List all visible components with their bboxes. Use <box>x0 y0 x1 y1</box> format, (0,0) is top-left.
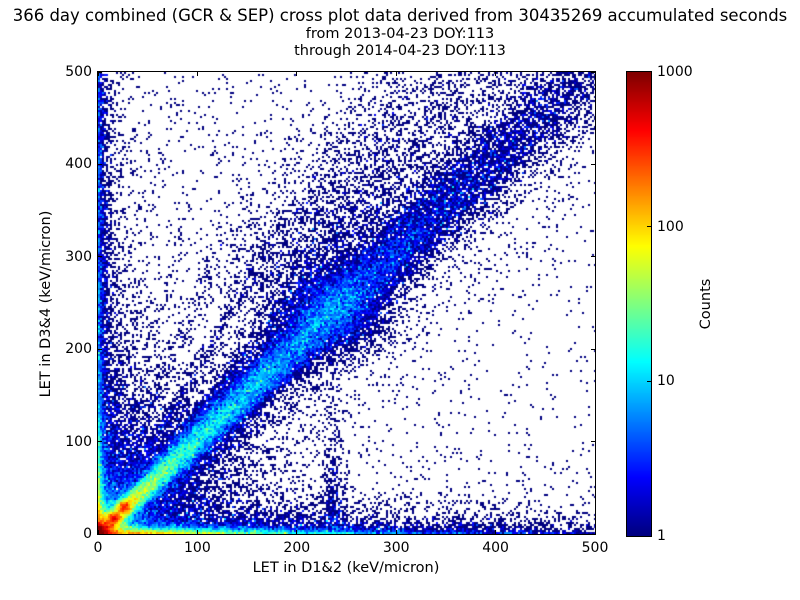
x-tick-label-300: 300 <box>382 540 410 556</box>
colorbar-tick-mark-10 <box>647 380 651 382</box>
chart-subtitle-from: from 2013-04-23 DOY:113 <box>305 26 495 42</box>
y-tick-label-300: 300 <box>65 248 92 265</box>
scatter-canvas <box>98 72 595 534</box>
colorbar-canvas <box>627 72 651 536</box>
x-tick-label-0: 0 <box>93 540 103 556</box>
x-tick-mark-top <box>196 72 198 76</box>
x-tick-mark-bottom <box>296 530 298 534</box>
y-tick-mark-right <box>591 533 595 535</box>
y-tick-mark-right <box>591 256 595 258</box>
colorbar <box>626 71 652 537</box>
y-tick-label-0: 0 <box>83 526 92 542</box>
colorbar-tick-mark-100 <box>647 226 651 228</box>
y-axis-label: LET in D3&4 (keV/micron) <box>38 210 54 398</box>
x-tick-mark-bottom <box>97 530 99 534</box>
chart-subtitle-through: through 2014-04-23 DOY:113 <box>294 43 506 59</box>
x-tick-mark-bottom <box>196 530 198 534</box>
y-tick-mark-left <box>98 441 102 443</box>
x-tick-mark-bottom <box>395 530 397 534</box>
y-tick-mark-right <box>591 71 595 73</box>
x-tick-label-100: 100 <box>184 540 211 556</box>
x-tick-mark-top <box>495 72 497 76</box>
x-tick-mark-top <box>594 72 596 76</box>
y-tick-mark-right <box>591 163 595 165</box>
y-tick-label-500: 500 <box>65 64 92 80</box>
x-tick-label-400: 400 <box>482 540 509 556</box>
y-tick-label-200: 200 <box>65 341 92 358</box>
colorbar-tick-label-1: 1 <box>657 528 666 544</box>
y-tick-mark-left <box>98 348 102 350</box>
colorbar-tick-label-10: 10 <box>657 373 675 390</box>
y-tick-mark-left <box>98 71 102 73</box>
x-tick-label-500: 500 <box>581 540 609 556</box>
x-tick-mark-bottom <box>495 530 497 534</box>
colorbar-tick-label-1000: 1000 <box>657 64 693 80</box>
plot-area <box>97 71 596 535</box>
y-tick-label-100: 100 <box>65 433 92 450</box>
x-tick-mark-bottom <box>594 530 596 534</box>
x-tick-mark-top <box>395 72 397 76</box>
y-tick-mark-left <box>98 533 102 535</box>
y-tick-mark-right <box>591 348 595 350</box>
x-tick-mark-top <box>97 72 99 76</box>
y-tick-label-400: 400 <box>65 156 92 173</box>
colorbar-tick-label-100: 100 <box>657 218 684 235</box>
colorbar-label: Counts <box>698 278 714 330</box>
y-tick-mark-left <box>98 256 102 258</box>
x-tick-mark-top <box>296 72 298 76</box>
y-tick-mark-left <box>98 163 102 165</box>
y-tick-mark-right <box>591 441 595 443</box>
x-tick-label-200: 200 <box>283 540 311 556</box>
chart-title: 366 day combined (GCR & SEP) cross plot … <box>12 6 788 25</box>
x-axis-label: LET in D1&2 (keV/micron) <box>252 560 440 576</box>
